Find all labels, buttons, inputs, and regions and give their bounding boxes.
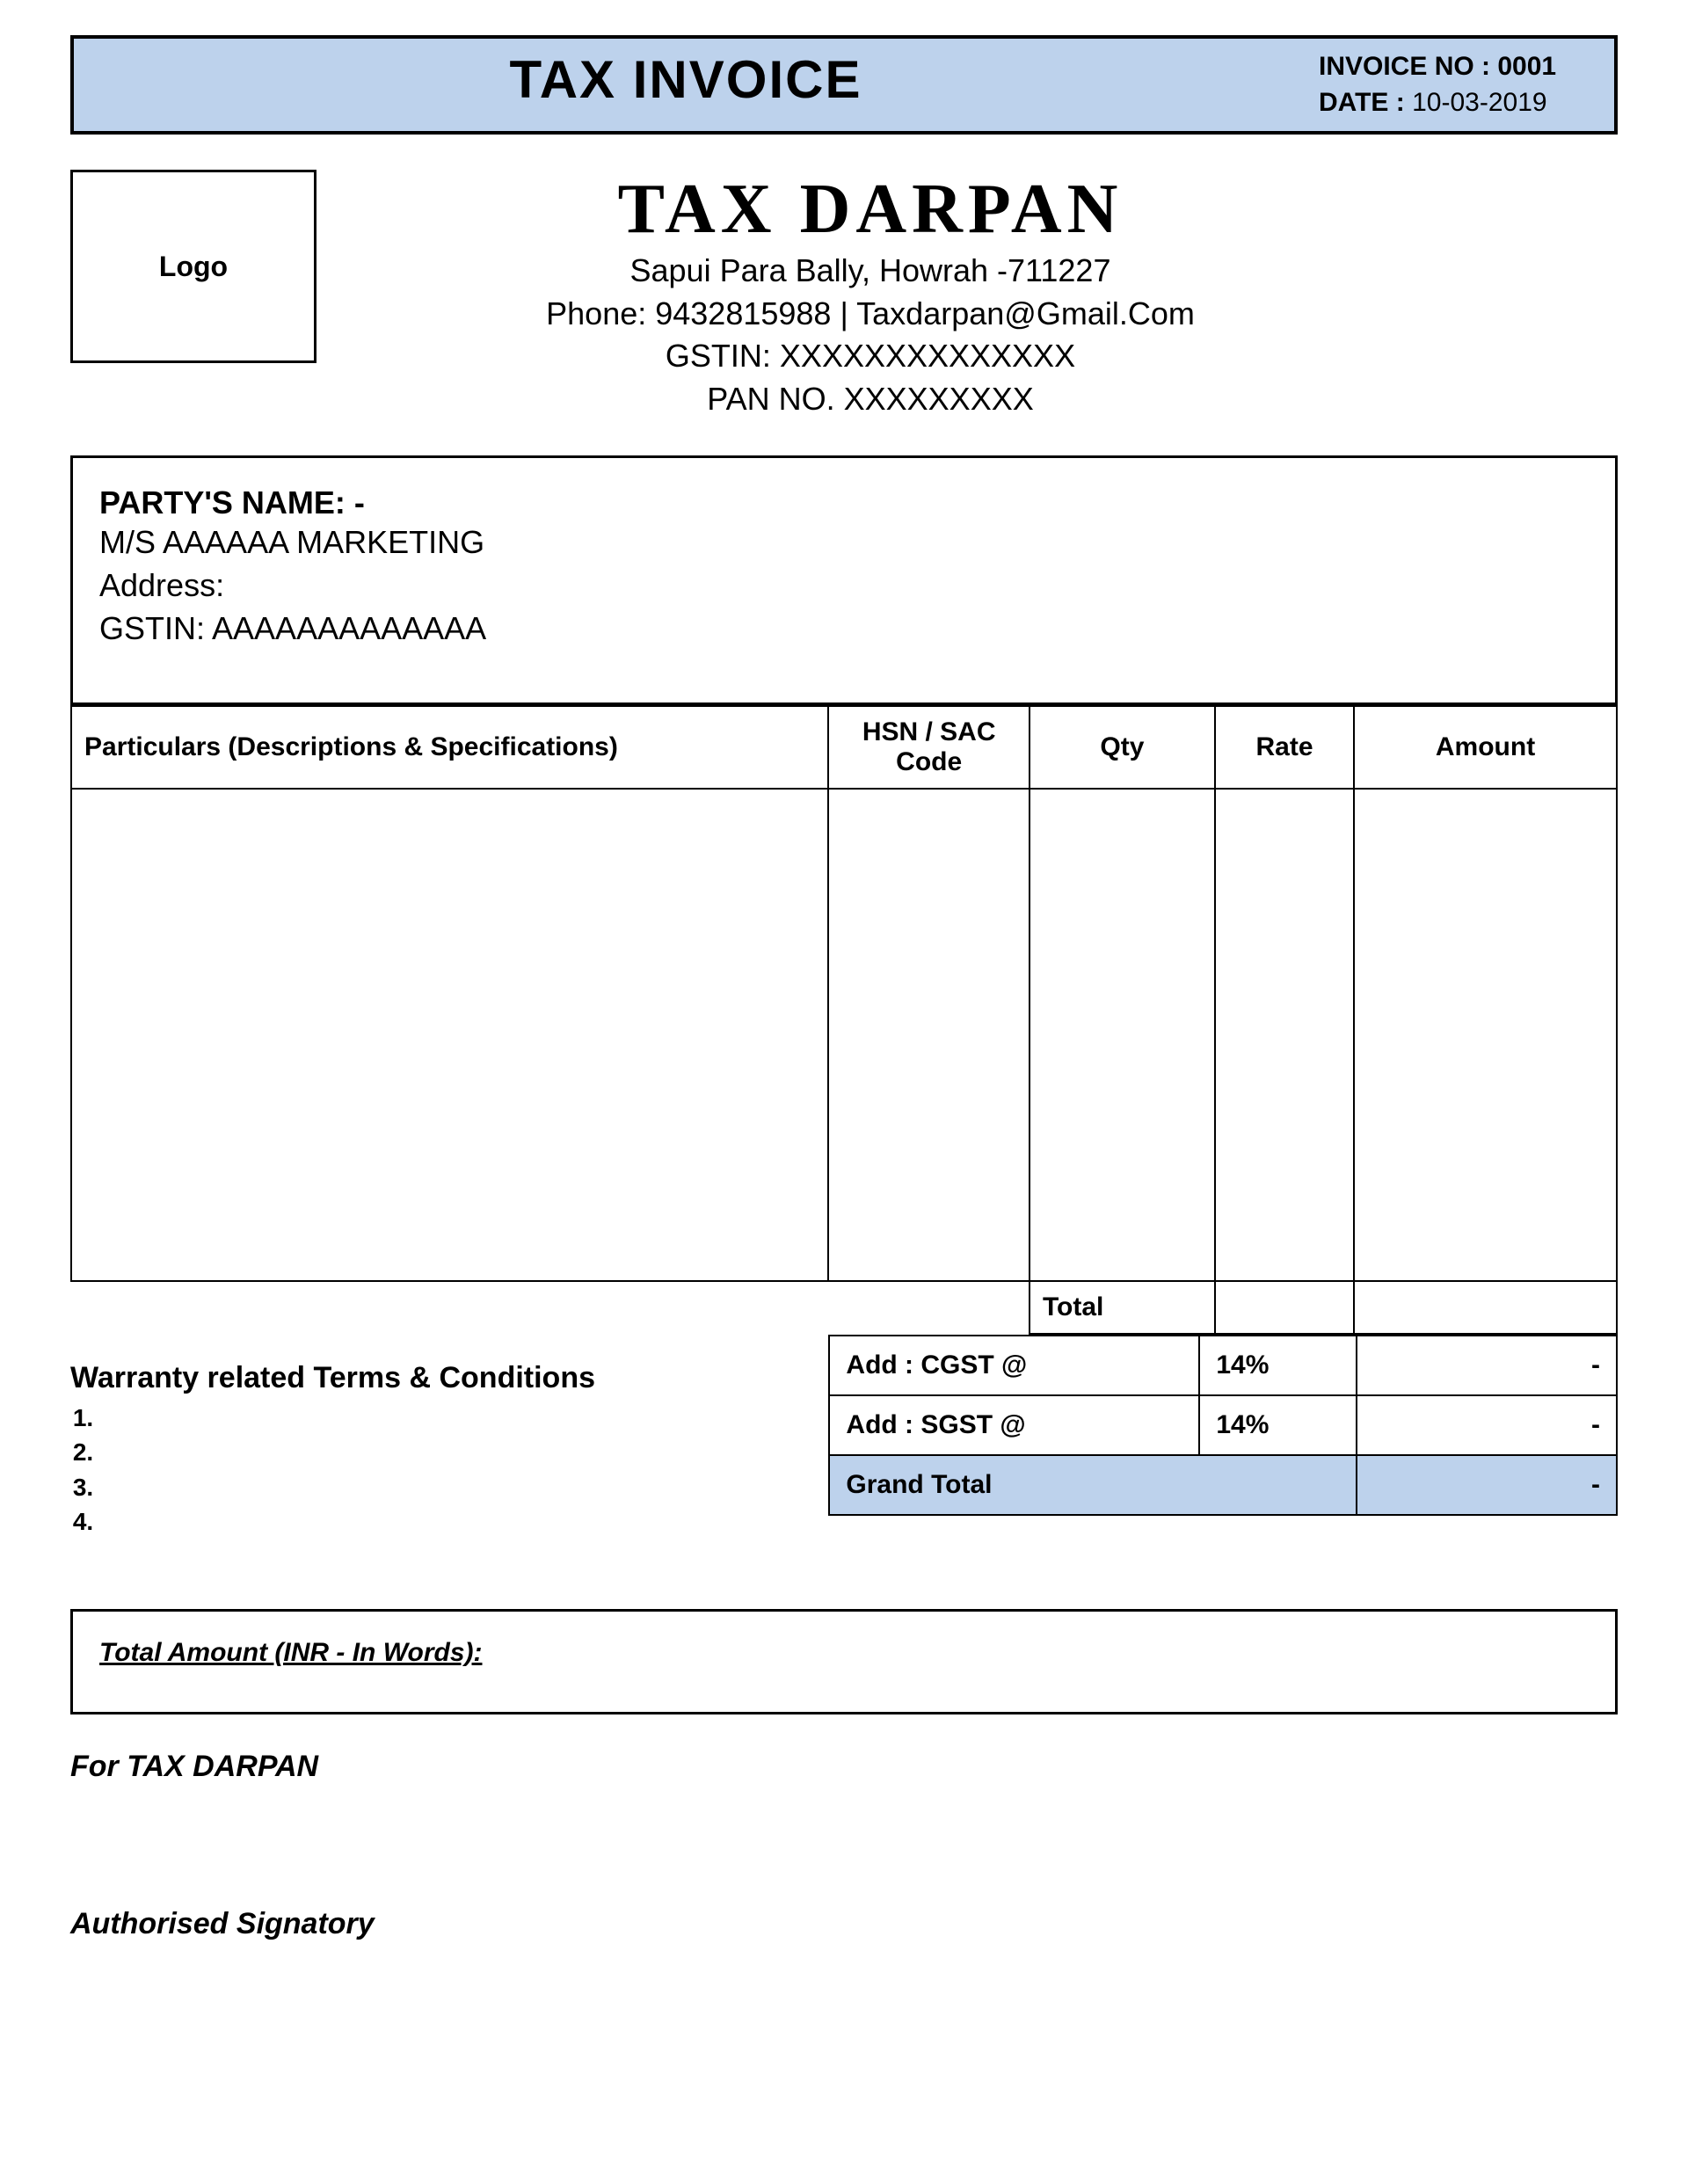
warranty-block: Warranty related Terms & Conditions (70, 1335, 828, 1539)
logo-text: Logo (159, 251, 228, 283)
sgst-row: Add : SGST @ 14% - (829, 1395, 1617, 1455)
warranty-list (70, 1401, 811, 1539)
grand-total-label: Grand Total (829, 1455, 1357, 1515)
sgst-label: Add : SGST @ (829, 1395, 1199, 1455)
company-address: Sapui Para Bally, Howrah -711227 (369, 250, 1372, 293)
invoice-no-value: 0001 (1497, 52, 1556, 81)
warranty-item (100, 1470, 811, 1504)
party-address-label: Address: (99, 564, 1589, 608)
lower-section: Warranty related Terms & Conditions Add … (70, 1335, 1618, 1539)
warranty-item (100, 1401, 811, 1435)
total-rate (1215, 1281, 1354, 1334)
cell-hsn (828, 789, 1030, 1281)
footer: For TAX DARPAN Authorised Signatory (70, 1750, 1618, 1941)
cgst-amount: - (1357, 1336, 1617, 1395)
cgst-pct: 14% (1199, 1336, 1357, 1395)
warranty-title: Warranty related Terms & Conditions (70, 1361, 811, 1395)
table-header-row: Particulars (Descriptions & Specificatio… (71, 706, 1617, 789)
company-block: Logo TAX DARPAN Sapui Para Bally, Howrah… (70, 170, 1618, 420)
total-label: Total (1030, 1281, 1215, 1334)
warranty-item (100, 1504, 811, 1539)
cgst-label: Add : CGST @ (829, 1336, 1199, 1395)
total-spacer-2 (828, 1281, 1030, 1334)
date-label: DATE : (1319, 88, 1405, 117)
warranty-item (100, 1435, 811, 1469)
amount-words-box: Total Amount (INR - In Words): (70, 1609, 1618, 1714)
total-amount (1354, 1281, 1617, 1334)
company-gstin: GSTIN: XXXXXXXXXXXXXX (369, 335, 1372, 378)
total-spacer-1 (71, 1281, 828, 1334)
col-amount: Amount (1354, 706, 1617, 789)
sgst-amount: - (1357, 1395, 1617, 1455)
header-meta: INVOICE NO : 0001 DATE : 10-03-2019 (1298, 39, 1614, 131)
logo-placeholder: Logo (70, 170, 316, 363)
company-info: TAX DARPAN Sapui Para Bally, Howrah -711… (369, 170, 1618, 420)
invoice-no-label: INVOICE NO : (1319, 52, 1490, 81)
cell-particulars (71, 789, 828, 1281)
sgst-pct: 14% (1199, 1395, 1357, 1455)
for-label: For (70, 1750, 119, 1783)
for-line: For TAX DARPAN (70, 1750, 1618, 1784)
date-value: 10-03-2019 (1412, 88, 1546, 117)
header-banner: TAX INVOICE INVOICE NO : 0001 DATE : 10-… (70, 35, 1618, 135)
items-table: Particulars (Descriptions & Specificatio… (70, 705, 1618, 1335)
company-name: TAX DARPAN (369, 170, 1372, 250)
party-gstin: GSTIN: AAAAAAAAAAAAA (99, 608, 1589, 651)
total-row: Total (71, 1281, 1617, 1334)
doc-title: TAX INVOICE (74, 39, 1298, 131)
amount-words-label: Total Amount (INR - In Words): (99, 1638, 482, 1667)
grand-total-row: Grand Total - (829, 1455, 1617, 1515)
col-hsn: HSN / SAC Code (828, 706, 1030, 789)
col-rate: Rate (1215, 706, 1354, 789)
party-name: M/S AAAAAA MARKETING (99, 521, 1589, 564)
company-pan: PAN NO. XXXXXXXXX (369, 378, 1372, 421)
for-name: TAX DARPAN (127, 1750, 318, 1783)
cgst-row: Add : CGST @ 14% - (829, 1336, 1617, 1395)
tax-summary: Add : CGST @ 14% - Add : SGST @ 14% - Gr… (828, 1335, 1618, 1539)
col-qty: Qty (1030, 706, 1215, 789)
party-box: PARTY'S NAME: - M/S AAAAAA MARKETING Add… (70, 455, 1618, 705)
cell-rate (1215, 789, 1354, 1281)
col-particulars: Particulars (Descriptions & Specificatio… (71, 706, 828, 789)
grand-total-amount: - (1357, 1455, 1617, 1515)
authorised-signatory: Authorised Signatory (70, 1907, 1618, 1941)
table-row (71, 789, 1617, 1281)
tax-table: Add : CGST @ 14% - Add : SGST @ 14% - Gr… (828, 1335, 1618, 1516)
company-contact: Phone: 9432815988 | Taxdarpan@Gmail.Com (369, 293, 1372, 336)
cell-qty (1030, 789, 1215, 1281)
party-label: PARTY'S NAME: - (99, 484, 1589, 521)
cell-amount (1354, 789, 1617, 1281)
invoice-page: TAX INVOICE INVOICE NO : 0001 DATE : 10-… (70, 35, 1618, 1941)
